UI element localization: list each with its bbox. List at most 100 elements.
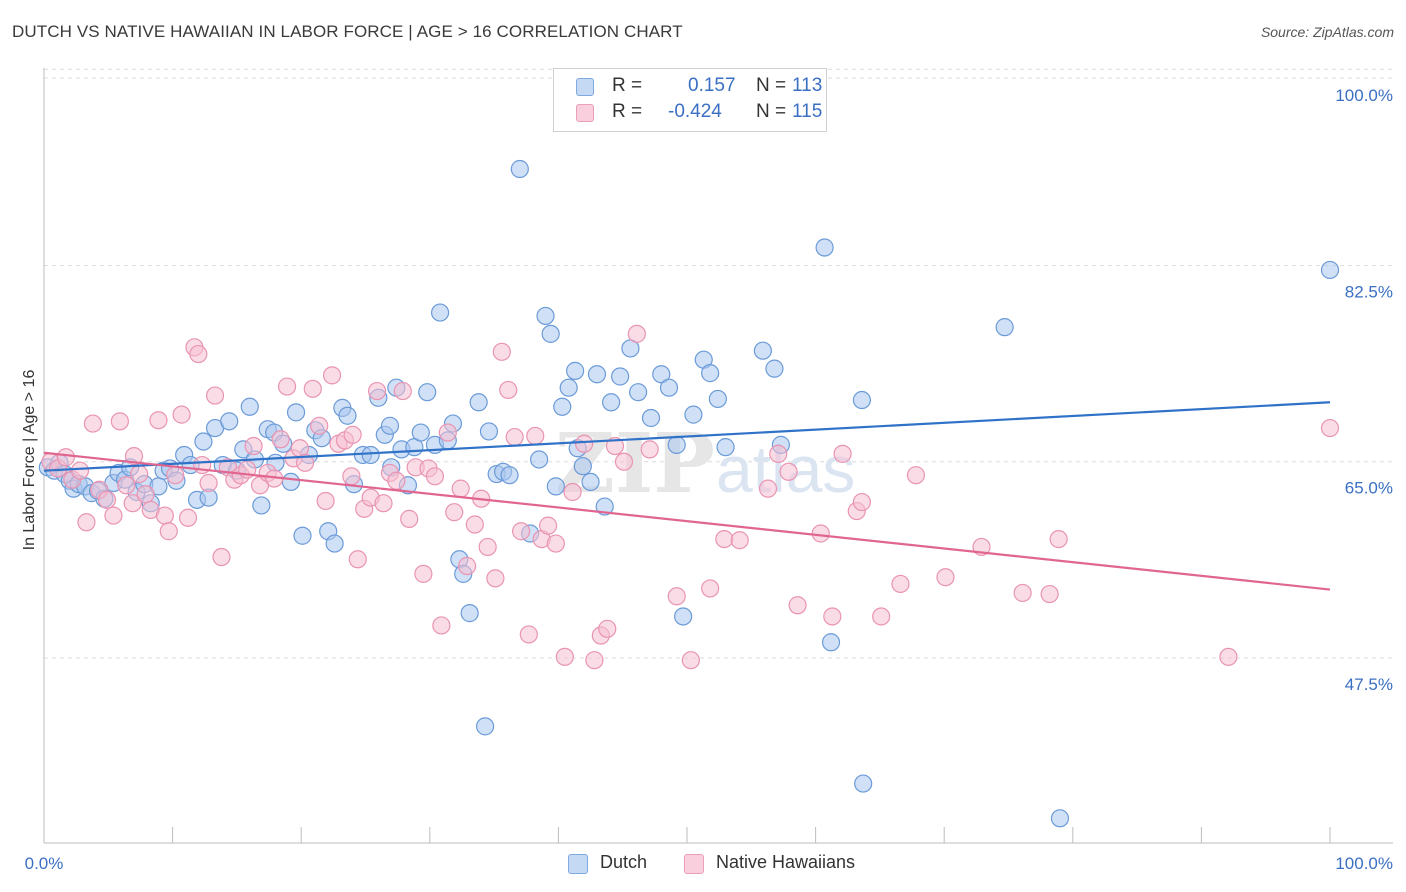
dutch-point xyxy=(854,774,873,793)
native-hawaiian-point xyxy=(77,513,96,532)
y-tick-label: 47.5% xyxy=(1345,675,1393,694)
native-hawaiian-point xyxy=(316,491,335,511)
native-hawaiian-point xyxy=(104,506,123,525)
y-tick-label: 82.5% xyxy=(1345,282,1393,301)
native-hawaiian-point xyxy=(526,426,545,446)
native-hawaiian-point xyxy=(1320,418,1340,438)
native-hawaiian-point xyxy=(322,366,342,385)
dutch-point xyxy=(716,438,735,457)
legend-n-value: 113 xyxy=(792,75,823,96)
dutch-point xyxy=(361,445,380,465)
native-hawaiian-point xyxy=(199,473,218,493)
dutch-point xyxy=(821,633,841,652)
dutch-point xyxy=(852,390,871,410)
dutch-point xyxy=(530,450,549,469)
native-hawaiian-point xyxy=(124,447,144,466)
native-hawaiian-point xyxy=(585,651,604,670)
native-hawaiian-point xyxy=(505,427,524,447)
dutch-point xyxy=(708,389,727,409)
native-hawaiian-point xyxy=(667,587,686,606)
native-hawaiian-point xyxy=(172,405,191,424)
dutch-point xyxy=(587,365,607,384)
dutch-point xyxy=(500,466,519,485)
native-hawaiian-point xyxy=(70,461,90,480)
native-hawaiian-point xyxy=(438,423,457,442)
dutch-point xyxy=(541,324,560,343)
native-hawaiian-point xyxy=(598,619,617,638)
native-hawaiian-point xyxy=(205,386,225,405)
dutch-point xyxy=(252,496,271,515)
dutch-point xyxy=(418,383,437,402)
legend-r-value: 0.157 xyxy=(688,75,736,96)
dutch-point xyxy=(815,238,834,257)
native-hawaiian-point xyxy=(387,471,406,490)
native-hawaiian-point xyxy=(244,436,263,456)
native-hawaiian-point xyxy=(310,416,329,435)
tick-labels: 47.5% 65.0% 82.5% 100.0% 0.0% 100.0% xyxy=(25,86,1393,873)
native-hawaiian-point xyxy=(1040,584,1059,604)
x-tick-label-min: 0.0% xyxy=(25,854,64,873)
dutch-point xyxy=(469,393,488,412)
native-hawaiian-point xyxy=(277,377,297,396)
y-tick-label: 100.0% xyxy=(1335,86,1393,105)
dutch-point xyxy=(602,393,621,412)
dutch-point xyxy=(536,306,555,326)
native-hawaiian-point xyxy=(499,380,518,400)
dutch-point xyxy=(338,406,357,425)
dutch-point xyxy=(475,717,495,736)
dutch-point xyxy=(559,378,578,397)
native-hawaiian-point xyxy=(811,524,830,543)
native-hawaiian-point xyxy=(555,647,574,666)
legend-r-label: R = xyxy=(612,75,643,96)
dutch-point xyxy=(293,526,312,545)
dutch-point xyxy=(684,405,703,424)
dutch-point xyxy=(460,604,479,623)
native-hawaiian-point xyxy=(478,537,497,557)
legend-r-label: R = xyxy=(612,101,643,122)
native-hawaiian-point xyxy=(681,651,700,670)
native-hawaiian-point xyxy=(906,466,926,485)
native-hawaiian-point xyxy=(614,452,634,471)
native-hawaiians-legend-label: Native Hawaiians xyxy=(716,852,856,872)
legend-r-value: -0.424 xyxy=(668,101,722,122)
dutch-point xyxy=(286,403,306,422)
dutch-legend-label: Dutch xyxy=(600,852,648,872)
native-hawaiian-point xyxy=(769,444,788,463)
data-points xyxy=(38,159,1340,828)
dutch-point xyxy=(581,472,600,491)
dutch-point xyxy=(667,435,686,454)
dutch-point xyxy=(479,422,499,441)
dutch-point xyxy=(595,497,614,516)
dutch-point xyxy=(430,303,450,322)
native-hawaiian-point xyxy=(492,342,511,361)
native-hawaiian-point xyxy=(271,430,290,449)
native-hawaiians-swatch xyxy=(576,104,594,122)
native-hawaiian-point xyxy=(701,579,720,598)
native-hawaiian-point xyxy=(425,467,445,486)
native-hawaiian-point xyxy=(457,556,477,576)
native-hawaiian-point xyxy=(374,494,393,513)
dutch-point xyxy=(995,318,1014,337)
native-hawaiian-point xyxy=(546,534,565,553)
dutch-point xyxy=(281,472,301,491)
native-hawaiian-point xyxy=(83,414,102,433)
dutch-point xyxy=(1050,809,1070,828)
native-hawaiian-point xyxy=(627,324,646,343)
native-hawaiian-point xyxy=(823,607,842,626)
native-hawaiian-point xyxy=(400,509,419,529)
native-hawaiian-point xyxy=(110,412,129,431)
native-hawaiian-point xyxy=(97,490,117,509)
native-hawaiian-point xyxy=(640,440,659,459)
native-hawaiian-point xyxy=(159,522,178,541)
dutch-point xyxy=(510,159,529,179)
native-hawaiian-point xyxy=(872,607,891,626)
native-hawaiian-point xyxy=(149,411,168,430)
dutch-point xyxy=(652,365,671,384)
native-hawaiian-point xyxy=(123,494,142,513)
y-tick-label: 65.0% xyxy=(1345,479,1393,498)
dutch-point xyxy=(546,477,565,496)
native-hawaiian-point xyxy=(136,485,155,504)
native-hawaiian-point xyxy=(486,569,505,588)
dutch-swatch xyxy=(576,78,594,96)
